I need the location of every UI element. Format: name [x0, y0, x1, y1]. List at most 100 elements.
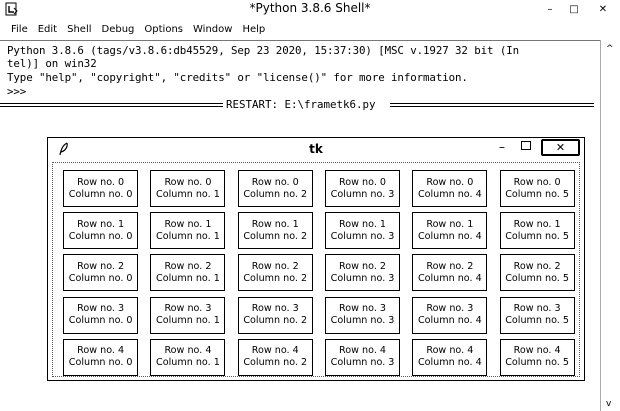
shell-prompt: >>>: [7, 85, 27, 98]
grid-button[interactable]: Row no. 0 Column no. 5: [499, 170, 575, 207]
row-label: Row no. 2: [513, 260, 561, 272]
menu-file[interactable]: File: [11, 24, 28, 35]
grid-button[interactable]: Row no. 3 Column no. 0: [63, 296, 139, 334]
minimize-button[interactable]: –: [538, 0, 562, 18]
shell-titlebar[interactable]: *Python 3.8.6 Shell* – □ ✕: [0, 0, 620, 20]
grid-cell: Row no. 0 Column no. 4: [406, 167, 493, 209]
grid-cell: Row no. 2 Column no. 5: [493, 251, 580, 293]
row-label: Row no. 2: [251, 260, 299, 272]
menu-shell[interactable]: Shell: [67, 24, 92, 35]
grid-button[interactable]: Row no. 0 Column no. 0: [63, 170, 139, 207]
grid-cell: Row no. 2 Column no. 1: [144, 251, 231, 293]
grid-cell: Row no. 1 Column no. 3: [319, 209, 406, 251]
grid-button[interactable]: Row no. 1 Column no. 4: [412, 212, 488, 250]
grid-button[interactable]: Row no. 0 Column no. 2: [237, 170, 313, 207]
grid-button[interactable]: Row no. 1 Column no. 2: [237, 212, 313, 250]
column-label: Column no. 3: [330, 272, 395, 284]
grid-cell: Row no. 1 Column no. 4: [406, 209, 493, 251]
grid-button[interactable]: Row no. 3 Column no. 3: [325, 296, 401, 334]
column-label: Column no. 0: [68, 357, 133, 369]
grid-button[interactable]: Row no. 4 Column no. 5: [499, 338, 575, 376]
grid-button[interactable]: Row no. 2 Column no. 4: [412, 254, 488, 292]
grid-button[interactable]: Row no. 2 Column no. 2: [237, 254, 313, 292]
column-label: Column no. 2: [243, 315, 308, 327]
grid-button[interactable]: Row no. 3 Column no. 5: [499, 296, 575, 334]
column-label: Column no. 0: [68, 230, 133, 242]
tk-minimize-button[interactable]: –: [499, 140, 505, 154]
grid-button[interactable]: Row no. 4 Column no. 4: [412, 338, 488, 376]
column-label: Column no. 2: [243, 272, 308, 284]
grid-cell: Row no. 3 Column no. 3: [319, 294, 406, 336]
grid-button[interactable]: Row no. 4 Column no. 0: [63, 338, 139, 376]
grid-button[interactable]: Row no. 3 Column no. 4: [412, 296, 488, 334]
grid-cell: Row no. 0 Column no. 1: [144, 167, 231, 209]
tk-maximize-button[interactable]: [521, 141, 531, 150]
column-label: Column no. 3: [330, 357, 395, 369]
grid-cell: Row no. 4 Column no. 3: [319, 336, 406, 378]
grid-button[interactable]: Row no. 1 Column no. 5: [499, 212, 575, 250]
menu-debug[interactable]: Debug: [101, 24, 135, 35]
grid-button[interactable]: Row no. 3 Column no. 1: [150, 296, 226, 334]
grid-cell: Row no. 1 Column no. 0: [57, 209, 144, 251]
tk-close-button[interactable]: ✕: [541, 139, 580, 156]
grid-button[interactable]: Row no. 3 Column no. 2: [237, 296, 313, 334]
grid-cell: Row no. 0 Column no. 0: [57, 167, 144, 209]
grid-cell: Row no. 4 Column no. 4: [406, 336, 493, 378]
shell-help-line: Type "help", "copyright", "credits" or "…: [7, 71, 468, 84]
column-label: Column no. 2: [243, 188, 308, 200]
grid-cell: Row no. 0 Column no. 5: [493, 167, 580, 209]
window-title: *Python 3.8.6 Shell*: [249, 1, 371, 15]
grid-button[interactable]: Row no. 2 Column no. 3: [325, 254, 401, 292]
row-label: Row no. 0: [251, 176, 299, 188]
grid-cell: Row no. 2 Column no. 2: [232, 251, 319, 293]
shell-text-area[interactable]: Python 3.8.6 (tags/v3.8.6:db45529, Sep 2…: [0, 40, 600, 411]
scroll-down-icon[interactable]: v: [606, 399, 612, 409]
row-label: Row no. 1: [251, 218, 299, 230]
grid-button[interactable]: Row no. 2 Column no. 1: [150, 254, 226, 292]
column-label: Column no. 3: [330, 188, 395, 200]
row-label: Row no. 0: [77, 176, 125, 188]
menu-options[interactable]: Options: [144, 24, 183, 35]
row-label: Row no. 4: [339, 345, 387, 357]
row-label: Row no. 3: [339, 303, 387, 315]
tk-window: tk – ✕ Row no. 0 Column no. 0 Row no. 0 Col…: [47, 137, 585, 381]
menu-help[interactable]: Help: [242, 24, 266, 35]
vertical-scrollbar[interactable]: ^ v: [600, 40, 620, 411]
grid-cell: Row no. 4 Column no. 0: [57, 336, 144, 378]
menu-edit[interactable]: Edit: [37, 24, 58, 35]
grid-button[interactable]: Row no. 1 Column no. 3: [325, 212, 401, 250]
menu-window[interactable]: Window: [193, 24, 233, 35]
button-grid: Row no. 0 Column no. 0 Row no. 0 Column no.…: [57, 167, 581, 378]
grid-button[interactable]: Row no. 0 Column no. 1: [150, 170, 226, 207]
column-label: Column no. 1: [156, 357, 220, 369]
row-label: Row no. 0: [513, 176, 561, 188]
row-label: Row no. 1: [164, 218, 212, 230]
row-label: Row no. 4: [513, 345, 561, 357]
grid-cell: Row no. 3 Column no. 1: [144, 294, 231, 336]
close-icon: ✕: [555, 141, 566, 154]
scroll-up-icon[interactable]: ^: [606, 44, 614, 54]
grid-button[interactable]: Row no. 2 Column no. 5: [499, 254, 575, 292]
close-button[interactable]: ✕: [586, 0, 620, 18]
row-label: Row no. 1: [513, 218, 561, 230]
grid-cell: Row no. 4 Column no. 1: [144, 336, 231, 378]
grid-cell: Row no. 4 Column no. 2: [232, 336, 319, 378]
grid-button[interactable]: Row no. 4 Column no. 2: [237, 338, 313, 376]
grid-button[interactable]: Row no. 0 Column no. 4: [412, 170, 488, 207]
maximize-icon: □: [569, 3, 579, 15]
grid-button[interactable]: Row no. 0 Column no. 3: [325, 170, 401, 207]
row-label: Row no. 3: [77, 303, 125, 315]
row-label: Row no. 2: [426, 260, 474, 272]
maximize-button[interactable]: □: [562, 0, 586, 18]
grid-cell: Row no. 1 Column no. 5: [493, 209, 580, 251]
grid-button[interactable]: Row no. 4 Column no. 1: [150, 338, 226, 376]
grid-button[interactable]: Row no. 2 Column no. 0: [63, 254, 139, 292]
grid-button[interactable]: Row no. 4 Column no. 3: [325, 338, 401, 376]
grid-button[interactable]: Row no. 1 Column no. 0: [63, 212, 139, 250]
row-label: Row no. 4: [77, 345, 125, 357]
tk-title: tk: [309, 142, 323, 156]
grid-button[interactable]: Row no. 1 Column no. 1: [150, 212, 226, 250]
column-label: Column no. 4: [417, 315, 482, 327]
tk-titlebar[interactable]: tk – ✕: [48, 138, 584, 162]
row-label: Row no. 4: [164, 345, 212, 357]
